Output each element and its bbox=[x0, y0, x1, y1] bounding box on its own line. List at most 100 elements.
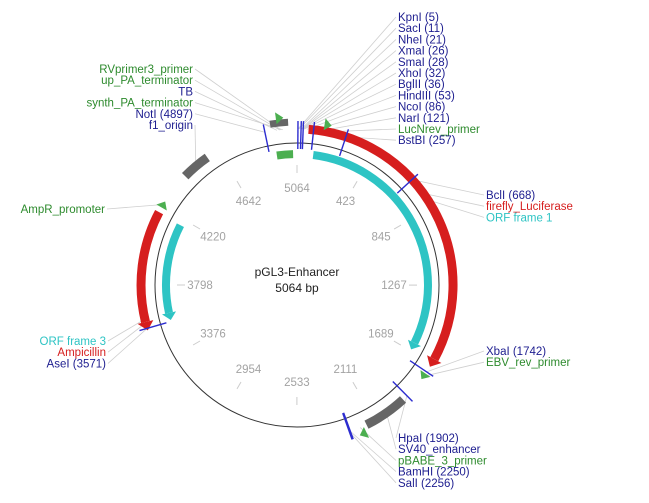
leader-ampr-promoter bbox=[106, 204, 164, 210]
label-firefly-luciferase: firefly_Luciferase bbox=[486, 201, 573, 213]
label-lucnrev-primer: LucNrev_primer bbox=[398, 124, 480, 136]
label-kpni-5: KpnI (5) bbox=[398, 12, 439, 24]
arrowhead-ampicillin bbox=[137, 320, 154, 331]
site-mark-xbai bbox=[409, 360, 434, 377]
site-mark-hpai bbox=[392, 381, 413, 402]
tick-mark-845 bbox=[393, 224, 402, 230]
leader-smai-28 bbox=[302, 61, 397, 130]
feature-labels: KpnI (5)SacI (11)NheI (21)XmaI (26)SmaI … bbox=[21, 12, 573, 490]
tick-mark-2954 bbox=[236, 381, 242, 390]
leader-bglii-36 bbox=[303, 83, 397, 130]
site-mark-sali bbox=[342, 412, 353, 440]
arrowhead-orf-frame-1 bbox=[408, 339, 421, 350]
label-hpai-1902: HpaI (1902) bbox=[398, 433, 459, 445]
label-saci-11: SacI (11) bbox=[398, 23, 444, 35]
leader-nhei-21 bbox=[300, 39, 397, 130]
arc-f1-origin bbox=[181, 153, 210, 180]
leader-sali-2256 bbox=[349, 431, 397, 484]
tick-label-2111: 2111 bbox=[333, 364, 357, 376]
tick-label-2954: 2954 bbox=[236, 364, 262, 376]
tick-label-1267: 1267 bbox=[381, 280, 407, 292]
leader-bcli-668 bbox=[411, 179, 485, 196]
arrowhead-orf-frame-3 bbox=[162, 311, 176, 320]
site-mark-bcli bbox=[396, 173, 419, 194]
label-sv40-enhancer: SV40_enhancer bbox=[398, 444, 481, 456]
leader-kpni-5 bbox=[297, 16, 397, 130]
leader-orf-frame-1 bbox=[427, 199, 485, 218]
label-bcli-668: BclI (668) bbox=[486, 190, 535, 202]
site-mark-noti bbox=[262, 124, 270, 153]
leader-xhoi-32 bbox=[302, 72, 397, 130]
leader-lines bbox=[106, 16, 485, 484]
marker-ebv-rev-primer bbox=[420, 370, 431, 380]
tick-mark-4642 bbox=[236, 180, 242, 189]
leader-up-pa-terminator bbox=[194, 79, 281, 131]
site-mark-bstbi bbox=[338, 129, 350, 157]
position-ticks: 5064 423 845 1267 1689 2111 2533 2954 3376 3798 42… bbox=[177, 165, 417, 405]
leader-firefly-luciferase bbox=[423, 193, 485, 207]
tick-label-4220: 4220 bbox=[200, 232, 226, 244]
leader-sv40-enhancer bbox=[386, 412, 397, 450]
label-ebv-rev-primer: EBV_rev_primer bbox=[486, 357, 571, 369]
label-nari-121: NarI (121) bbox=[398, 113, 450, 125]
feature-arcs bbox=[136, 118, 458, 429]
leader-xbai-1742 bbox=[426, 350, 485, 373]
leader-hindiii-53 bbox=[307, 95, 397, 130]
marker-rvprimer3-primer bbox=[275, 112, 284, 125]
arc-orf-frame-1 bbox=[312, 151, 432, 345]
label-rvprimer3-primer: RVprimer3_primer bbox=[99, 64, 193, 76]
label-sali-2256: SalI (2256) bbox=[398, 478, 454, 490]
leader-ebv-rev-primer bbox=[423, 361, 485, 377]
label-pbabe-3-primer: pBABE_3_primer bbox=[398, 455, 487, 467]
label-bstbi-257: BstBI (257) bbox=[398, 135, 456, 147]
label-hindiii-53: HindIII (53) bbox=[398, 90, 455, 102]
tick-mark-4220 bbox=[192, 224, 201, 230]
tick-label-5064: 5064 bbox=[284, 183, 310, 195]
label-xhoi-32: XhoI (32) bbox=[398, 68, 445, 80]
leader-f1-origin bbox=[194, 124, 197, 167]
label-f1-origin: f1_origin bbox=[149, 120, 193, 132]
arc-up-pa-terminator bbox=[269, 118, 289, 128]
leader-noti-4897 bbox=[194, 113, 266, 133]
tick-mark-423 bbox=[352, 180, 358, 189]
label-smai-28: SmaI (28) bbox=[398, 57, 449, 69]
site-mark-ncoi bbox=[310, 121, 316, 150]
leader-saci-11 bbox=[298, 27, 397, 130]
arrowhead-firefly-luciferase bbox=[427, 355, 442, 367]
leader-bamhi-2250 bbox=[350, 431, 397, 472]
label-bglii-36: BglII (36) bbox=[398, 79, 445, 91]
tick-label-3798: 3798 bbox=[187, 280, 213, 292]
site-mark-xhoi bbox=[301, 121, 305, 150]
marker-pbabe-3-primer bbox=[359, 427, 370, 438]
leader-orf-frame-3 bbox=[107, 318, 146, 342]
label-synth-pa-terminator: synth_PA_terminator bbox=[86, 98, 193, 110]
plasmid-name: pGL3-Enhancer bbox=[255, 265, 340, 279]
tick-mark-3376 bbox=[192, 340, 201, 346]
arc-synth-pa-terminator bbox=[276, 150, 294, 160]
site-mark-nhei bbox=[299, 121, 302, 150]
label-orf-frame-1: ORF frame 1 bbox=[486, 212, 552, 224]
label-ampr-promoter: AmpR_promoter bbox=[21, 204, 106, 216]
label-up-pa-terminator: up_PA_terminator bbox=[101, 75, 193, 87]
label-ncoi-86: NcoI (86) bbox=[398, 102, 445, 114]
restriction-site-marks bbox=[139, 120, 434, 440]
tick-mark-2111 bbox=[352, 381, 358, 390]
label-bamhi-2250: BamHI (2250) bbox=[398, 467, 470, 479]
arc-sv40-enhancer bbox=[364, 396, 407, 429]
tick-label-423: 423 bbox=[336, 196, 355, 208]
arc-ampicillin bbox=[136, 209, 164, 324]
tick-label-3376: 3376 bbox=[200, 329, 226, 341]
tick-label-4642: 4642 bbox=[236, 196, 262, 208]
leader-xmai-26 bbox=[301, 50, 397, 130]
label-xmai-26: XmaI (26) bbox=[398, 46, 449, 58]
marker-ampr-promoter bbox=[156, 201, 167, 211]
label-nhei-21: NheI (21) bbox=[398, 34, 446, 46]
tick-label-2533: 2533 bbox=[284, 377, 310, 389]
label-ampicillin: Ampicillin bbox=[57, 347, 106, 359]
plasmid-backbone-circle bbox=[154, 142, 440, 428]
label-tb: TB bbox=[178, 86, 193, 98]
plasmid-length: 5064 bp bbox=[275, 281, 319, 295]
site-mark-bamhi bbox=[342, 412, 354, 440]
leader-rvprimer3-primer bbox=[194, 68, 282, 131]
